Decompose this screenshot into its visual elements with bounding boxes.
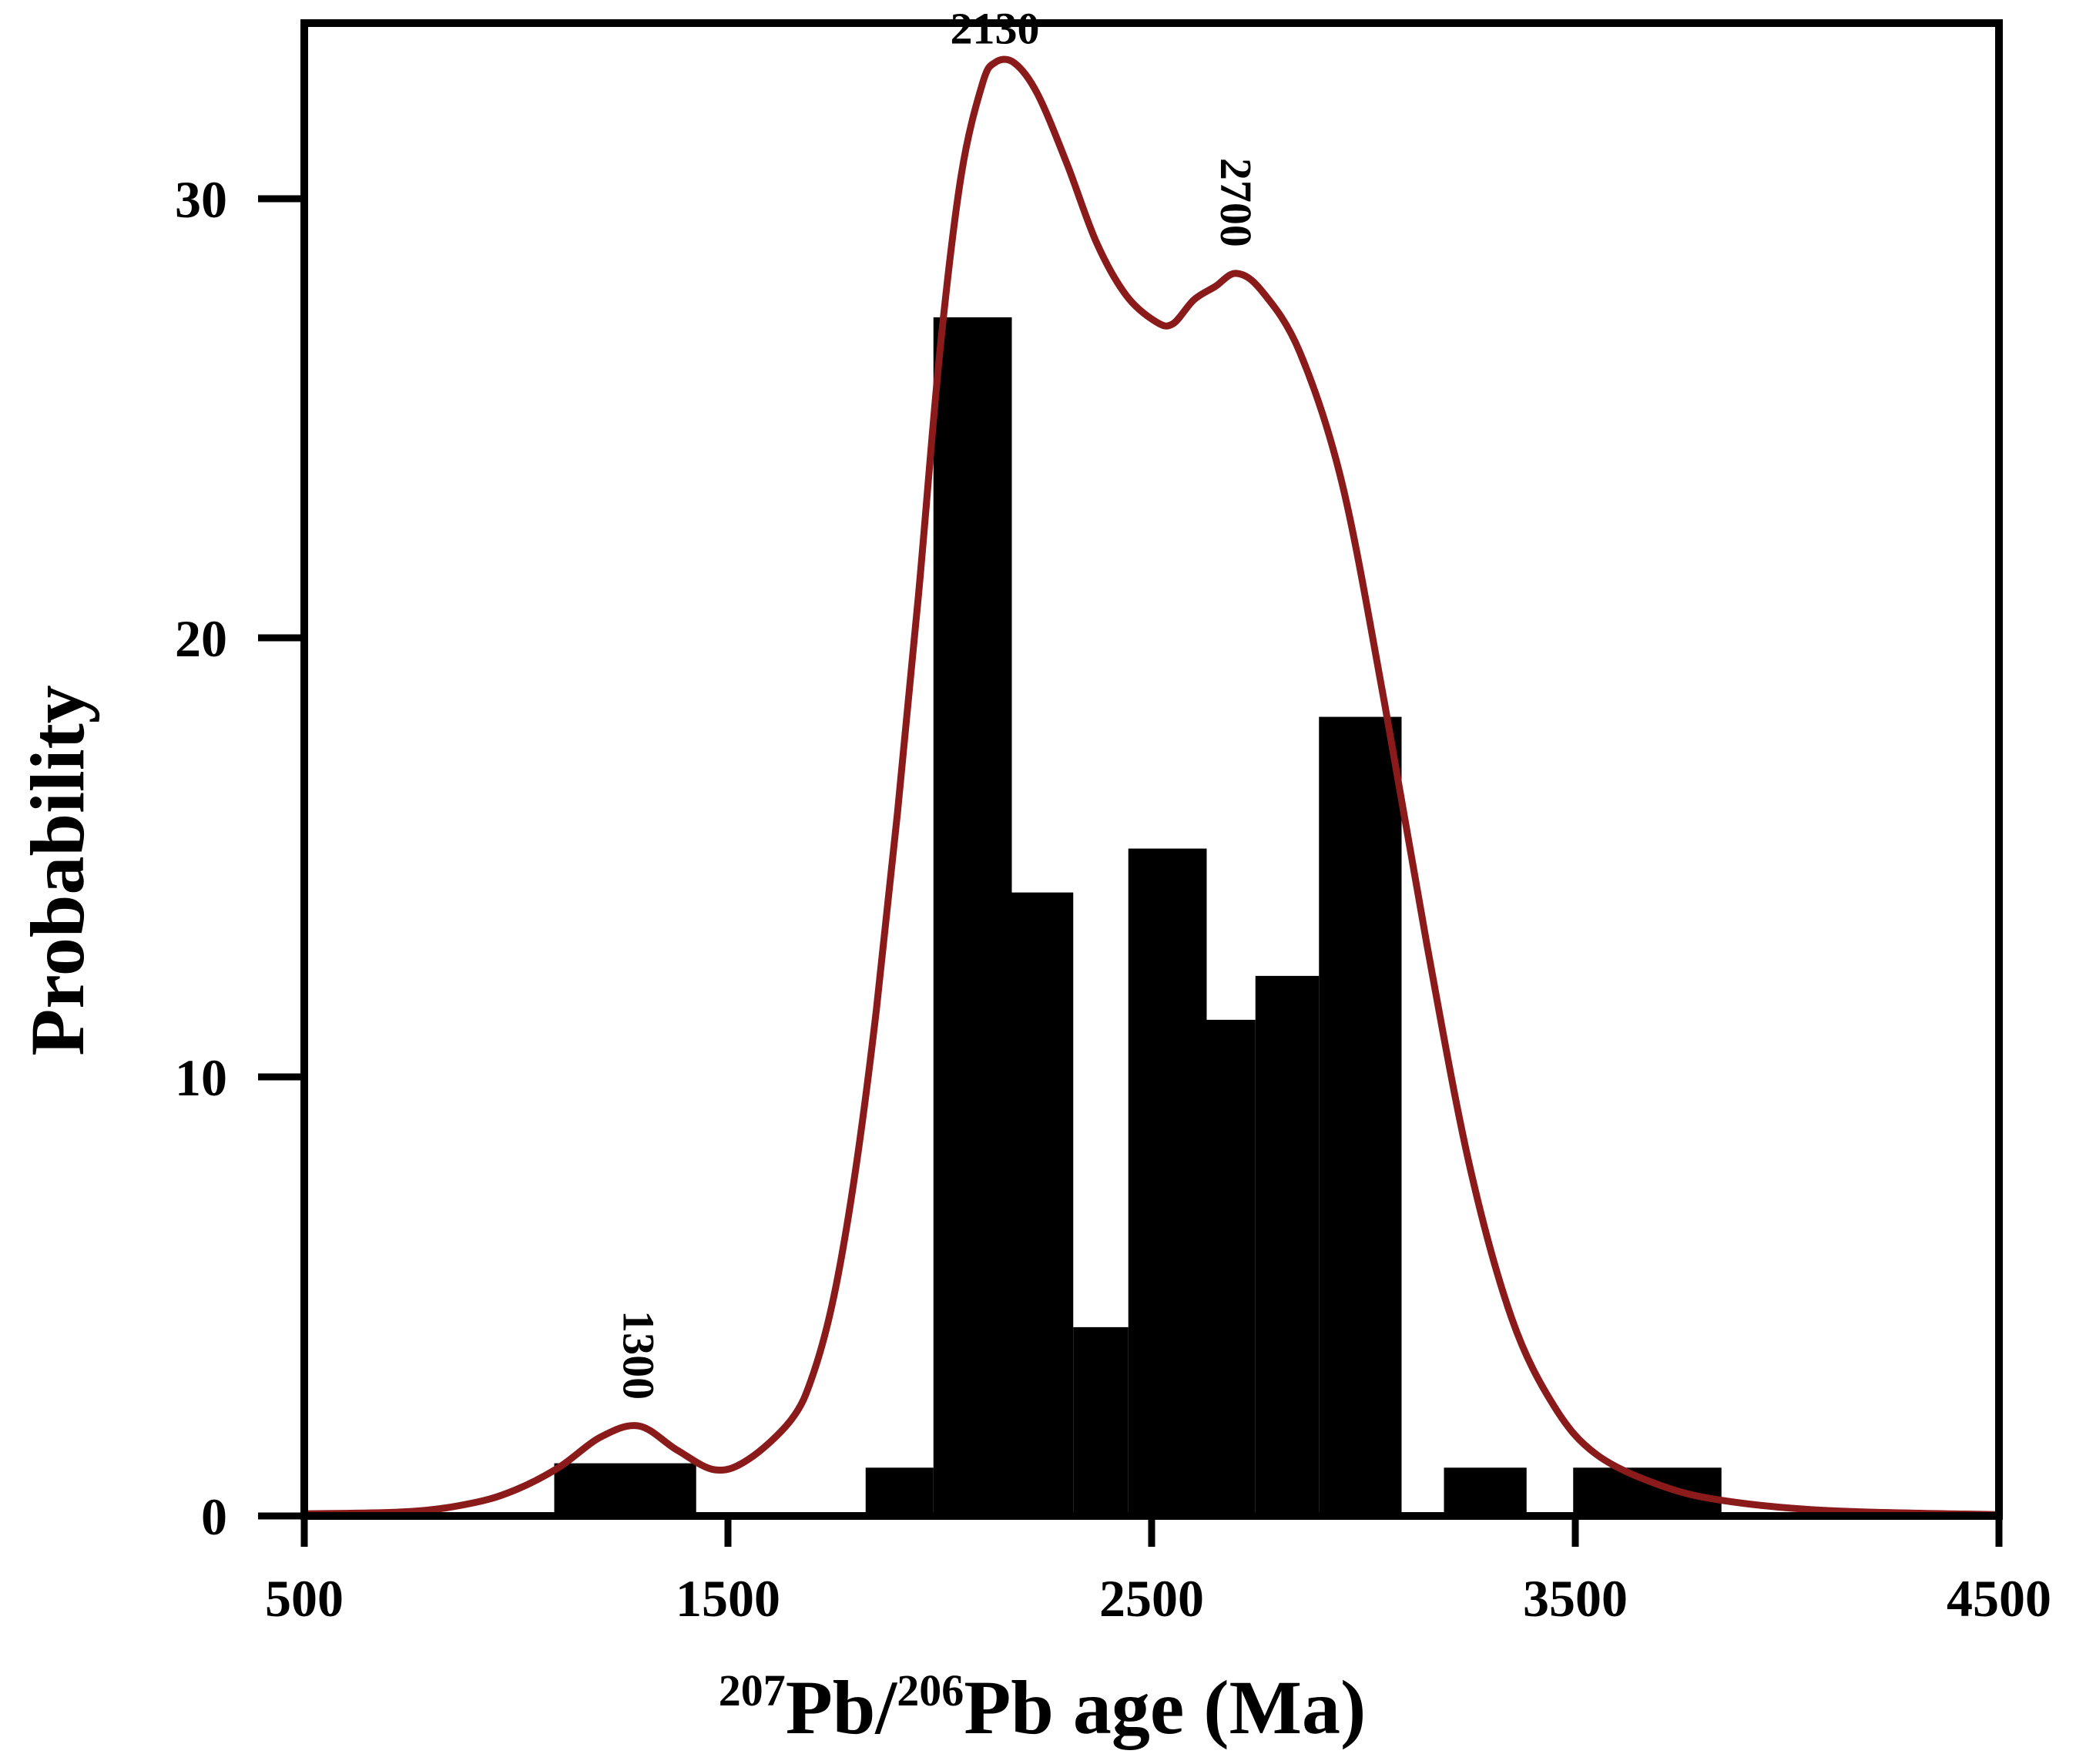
- y-axis-title: Probability: [15, 685, 100, 1056]
- tick-labels: 500 1500 2500 3500 4500 0 10 20 30: [175, 170, 2051, 1628]
- peak-label-2700: 2700: [1211, 158, 1261, 247]
- x-axis-title-pb-2: Pb age (Ma): [964, 1665, 1366, 1750]
- peak-annotations: 1300 2130 2700: [614, 3, 1262, 1400]
- probability-density-curve: [304, 55, 2000, 1518]
- histogram-bar-1: [865, 1467, 934, 1516]
- x-tick-label-3500: 3500: [1523, 1569, 1628, 1628]
- histogram-bar-6: [1206, 1019, 1256, 1516]
- x-tick-label-4500: 4500: [1947, 1569, 2051, 1628]
- y-tick-label-30: 30: [175, 170, 227, 229]
- x-tick-label-1500: 1500: [676, 1569, 780, 1628]
- x-axis-title: 207Pb/206Pb age (Ma): [719, 1665, 1367, 1750]
- density-curve-layer: [304, 55, 2000, 1518]
- x-axis-title-pb-1: Pb/: [786, 1665, 898, 1750]
- histogram-bar-0: [554, 1463, 696, 1516]
- x-axis-title-sup-206: 206: [897, 1665, 964, 1715]
- x-axis-title-sup-207: 207: [719, 1665, 786, 1715]
- histogram-bar-3: [1011, 892, 1074, 1516]
- histogram-bar-5: [1128, 848, 1207, 1516]
- histogram-bar-9: [1444, 1467, 1527, 1516]
- histogram-bar-7: [1255, 975, 1320, 1516]
- y-tick-label-0: 0: [201, 1487, 227, 1546]
- histogram-bar-8: [1319, 716, 1402, 1516]
- histogram-bar-4: [1073, 1326, 1129, 1516]
- histogram-bar-10: [1573, 1467, 1722, 1516]
- axis-ticks: [258, 195, 2003, 1547]
- histogram-bars: [554, 317, 1722, 1516]
- peak-label-1300: 1300: [614, 1310, 664, 1400]
- x-tick-label-500: 500: [265, 1569, 344, 1628]
- x-tick-label-2500: 2500: [1099, 1569, 1204, 1628]
- peak-label-2130: 2130: [951, 3, 1040, 53]
- y-tick-label-20: 20: [175, 609, 227, 668]
- y-tick-label-10: 10: [175, 1048, 227, 1107]
- histogram-bar-2: [933, 317, 1012, 1516]
